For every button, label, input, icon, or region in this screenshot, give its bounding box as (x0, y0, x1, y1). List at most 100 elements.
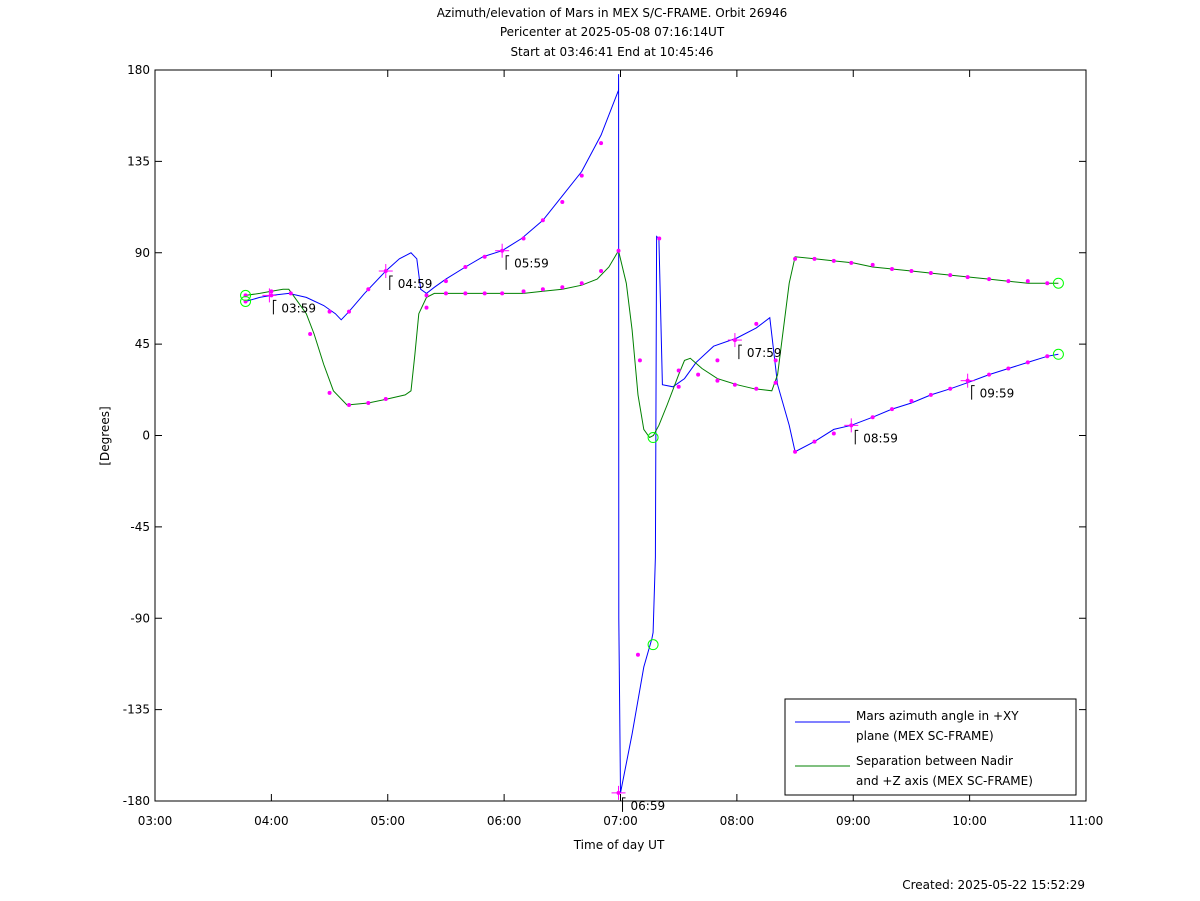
data-point-marker (540, 218, 545, 223)
endpoint-circle (647, 432, 659, 444)
data-point-marker (754, 386, 759, 391)
legend-label-separation-2: and +Z axis (MEX SC-FRAME) (856, 774, 1033, 788)
x-tick-label: 06:00 (487, 814, 522, 828)
endpoint-circle (240, 289, 252, 301)
y-tick-label: -180 (123, 794, 150, 808)
chart-title-line-3: Start at 03:46:41 End at 10:45:46 (510, 45, 713, 59)
time-label-pointer (622, 797, 626, 812)
time-label-pointer (272, 299, 277, 315)
x-tick-label: 08:00 (720, 814, 755, 828)
data-point-marker (327, 309, 332, 314)
data-point-marker (521, 289, 526, 294)
data-point-marker (715, 378, 720, 383)
series-line-azimuth (245, 74, 1059, 793)
data-point-marker (793, 449, 798, 454)
time-label-pointer (971, 385, 975, 400)
y-tick-label: 180 (127, 63, 150, 77)
data-point-marker (579, 173, 584, 178)
legend-label-azimuth-1: Mars azimuth angle in +XY (856, 709, 1019, 723)
time-label: 04:59 (398, 277, 433, 291)
data-point-marker (579, 281, 584, 286)
data-point-marker (909, 398, 914, 403)
data-point-marker (715, 358, 720, 363)
data-point-marker (890, 407, 895, 412)
data-point-marker (308, 331, 313, 336)
data-point-marker (1006, 279, 1011, 284)
data-point-marker (346, 309, 351, 314)
data-point-marker (521, 236, 526, 241)
x-tick-label: 09:00 (836, 814, 871, 828)
data-point-marker (269, 289, 274, 294)
time-label-pointer (505, 255, 510, 270)
data-point-marker (965, 275, 970, 280)
data-point-marker (890, 266, 895, 271)
data-point-marker (327, 390, 332, 395)
data-point-marker (870, 262, 875, 267)
data-point-marker (1045, 281, 1050, 286)
y-tick-label: -135 (123, 703, 150, 717)
legend-label-separation-1: Separation between Nadir (856, 754, 1013, 768)
data-point-marker (1045, 354, 1050, 359)
x-tick-label: 04:00 (254, 814, 289, 828)
time-label-pointer (854, 429, 859, 445)
chart-title-line-2: Pericenter at 2025-05-08 07:16:14UT (500, 25, 725, 39)
data-point-marker (987, 372, 992, 377)
legend: Mars azimuth angle in +XY plane (MEX SC-… (784, 698, 1077, 796)
time-label: 06:59 (631, 799, 666, 813)
data-point-marker (928, 392, 933, 397)
x-tick-label: 10:00 (952, 814, 987, 828)
data-point-marker (793, 256, 798, 261)
x-axis-label: Time of day UT (573, 838, 665, 852)
series-markers (240, 141, 1064, 795)
data-point-marker (773, 380, 778, 385)
legend-box (784, 698, 1077, 796)
data-point-marker (424, 293, 429, 298)
series-line-separation (245, 249, 1059, 439)
data-point-marker (849, 260, 854, 265)
data-point-marker (812, 256, 817, 261)
endpoint-circle (647, 639, 659, 651)
time-labels: 03:59 04:59 05:59 06:59 07:59 08:59 09:59 (262, 243, 1015, 813)
data-point-marker (424, 305, 429, 310)
data-point-marker (732, 382, 737, 387)
time-label: 05:59 (514, 257, 549, 271)
time-label-pointer (738, 344, 742, 360)
data-point-marker (463, 291, 468, 296)
data-point-marker (346, 403, 351, 408)
data-point-marker (637, 358, 642, 363)
axis-ticks: 03:00 04:00 05:00 06:00 07:00 08:00 09:00 10:00… (123, 63, 1104, 828)
data-point-marker (366, 287, 371, 292)
y-tick-label: -45 (130, 520, 150, 534)
data-point-marker (288, 291, 293, 296)
data-point-marker (870, 415, 875, 420)
data-point-marker (616, 248, 621, 253)
data-point-marker (443, 291, 448, 296)
data-point-marker (599, 141, 604, 146)
time-label: 09:59 (980, 387, 1015, 401)
x-tick-label: 05:00 (370, 814, 405, 828)
time-label: 07:59 (747, 346, 782, 360)
data-point-marker (676, 384, 681, 389)
created-timestamp: Created: 2025-05-22 15:52:29 (902, 878, 1085, 892)
plot-frame (154, 69, 1087, 802)
data-point-marker (482, 291, 487, 296)
data-point-marker (987, 277, 992, 282)
data-point-marker (1025, 360, 1030, 365)
data-point-marker (599, 269, 604, 274)
y-tick-label: 135 (127, 154, 150, 168)
endpoint-circle (1052, 348, 1064, 360)
y-tick-label: 0 (142, 429, 150, 443)
endpoint-circle (240, 295, 252, 307)
x-tick-label: 03:00 (138, 814, 173, 828)
data-point-marker (754, 321, 759, 326)
data-point-marker (1006, 366, 1011, 371)
data-point-marker (500, 291, 505, 296)
data-point-marker (831, 431, 836, 436)
data-point-marker (560, 285, 565, 290)
data-point-marker (463, 264, 468, 269)
data-point-marker (482, 254, 487, 259)
x-tick-label: 07:00 (603, 814, 638, 828)
series-lines (245, 74, 1059, 793)
data-point-marker (1025, 279, 1030, 284)
